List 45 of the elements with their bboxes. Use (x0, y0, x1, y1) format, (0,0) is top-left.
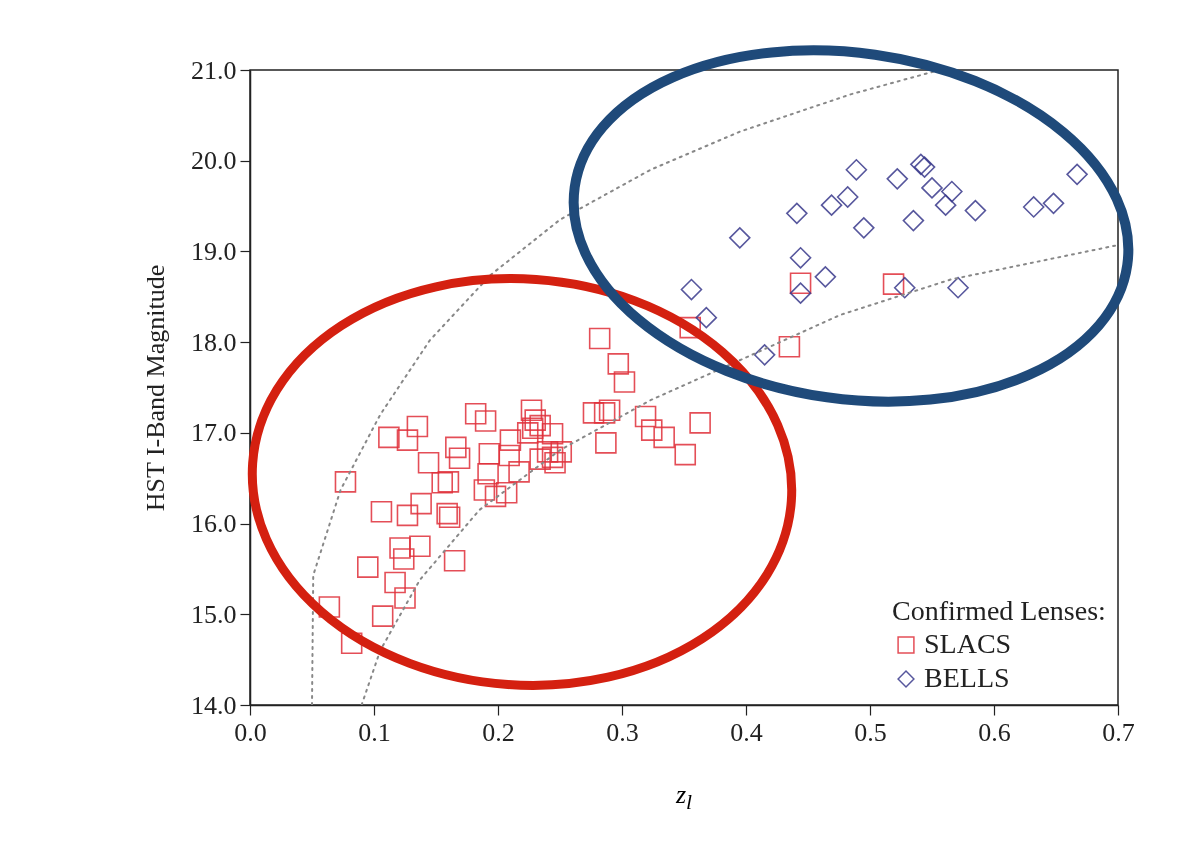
point (1042, 192, 1065, 215)
point (789, 282, 812, 304)
line-series (360, 244, 1118, 705)
legend-label: SLACS (924, 628, 1012, 659)
point (853, 217, 875, 239)
y-tick-label: 17.0 (191, 418, 237, 448)
point (893, 276, 916, 299)
x-axis-title: z$_{l}$ (674, 780, 694, 816)
point (789, 246, 812, 269)
x-tick-label: 0.7 (1102, 717, 1135, 747)
point (695, 306, 718, 329)
point (886, 168, 909, 190)
y-tick-label: 19.0 (191, 236, 237, 266)
point (729, 227, 751, 249)
x-tick-label: 0.3 (606, 717, 639, 747)
y-tick-label: 18.0 (191, 327, 237, 357)
point (941, 180, 963, 203)
x-tick-label: 0.6 (978, 717, 1011, 747)
y-tick-label: 14.0 (191, 690, 237, 720)
point (902, 209, 925, 232)
point (786, 202, 808, 225)
point (921, 177, 943, 199)
x-tick-label: 0.1 (358, 717, 391, 747)
point (947, 276, 969, 299)
point (1022, 196, 1045, 218)
x-tick-label: 0.0 (234, 717, 267, 747)
x-tick-label: 0.2 (482, 717, 515, 747)
legend-title: Confirmed Lenses: (892, 595, 1106, 626)
y-tick-label: 21.0 (191, 55, 237, 85)
x-tick-label: 0.5 (854, 717, 887, 747)
point (753, 344, 776, 366)
y-tick-label: 16.0 (191, 509, 237, 539)
point (934, 194, 957, 216)
point (814, 266, 837, 288)
point (836, 186, 859, 208)
point (820, 194, 843, 216)
y-axis-title: HST I-Band Magnitude (141, 264, 170, 512)
y-tick-label: 20.0 (191, 146, 237, 176)
x-tick-label: 0.4 (730, 717, 763, 747)
point (1066, 163, 1088, 186)
y-tick-label: 15.0 (191, 599, 237, 629)
point (845, 158, 868, 181)
point (964, 199, 987, 222)
legend-label: BELLS (924, 662, 1010, 693)
point (680, 278, 703, 301)
